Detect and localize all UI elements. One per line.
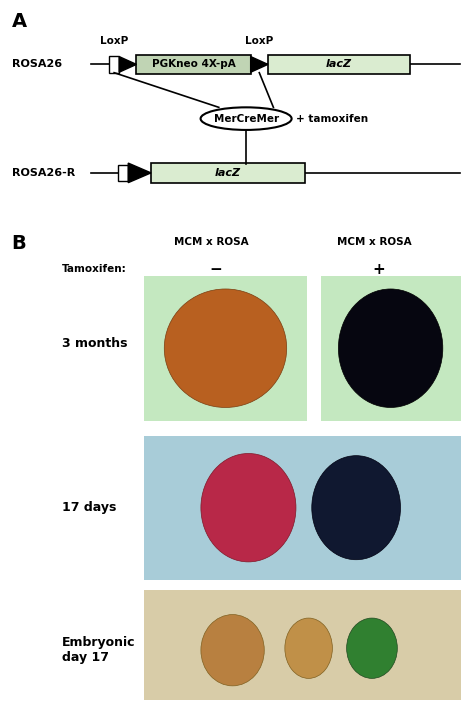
Text: PGKneo 4X-pA: PGKneo 4X-pA [152,59,236,69]
Bar [144,591,461,700]
Text: + tamoxifen: + tamoxifen [296,114,368,124]
Text: lacZ: lacZ [215,168,241,178]
Text: ROSA26-R: ROSA26-R [12,168,75,178]
Text: Tamoxifen:: Tamoxifen: [62,265,127,275]
Text: MerCreMer: MerCreMer [214,114,279,124]
Text: LoxP: LoxP [245,36,273,46]
Ellipse shape [285,618,332,679]
Ellipse shape [338,289,443,408]
Text: MCM x ROSA: MCM x ROSA [337,237,411,247]
Bar [144,436,461,581]
Text: B: B [11,234,26,252]
Polygon shape [128,163,151,182]
Text: +: + [373,262,385,277]
Text: lacZ: lacZ [326,59,352,69]
Ellipse shape [164,289,287,408]
Polygon shape [119,56,137,72]
Bar [144,277,307,421]
Text: MCM x ROSA: MCM x ROSA [174,237,248,247]
Bar [151,163,305,182]
Text: 3 months: 3 months [62,337,128,350]
Ellipse shape [312,455,401,560]
Ellipse shape [201,453,296,562]
Text: Embryonic
day 17: Embryonic day 17 [62,636,136,664]
Text: −: − [210,262,222,277]
Text: ROSA26: ROSA26 [12,59,62,69]
Text: 17 days: 17 days [62,501,117,514]
Bar [268,54,410,74]
Text: A: A [12,11,27,31]
Polygon shape [251,56,268,72]
Bar [109,56,119,73]
Bar [321,277,461,421]
Ellipse shape [201,615,264,686]
Ellipse shape [346,618,397,679]
Bar [118,164,128,181]
Text: LoxP: LoxP [100,36,128,46]
Ellipse shape [201,107,292,130]
Bar [137,54,251,74]
